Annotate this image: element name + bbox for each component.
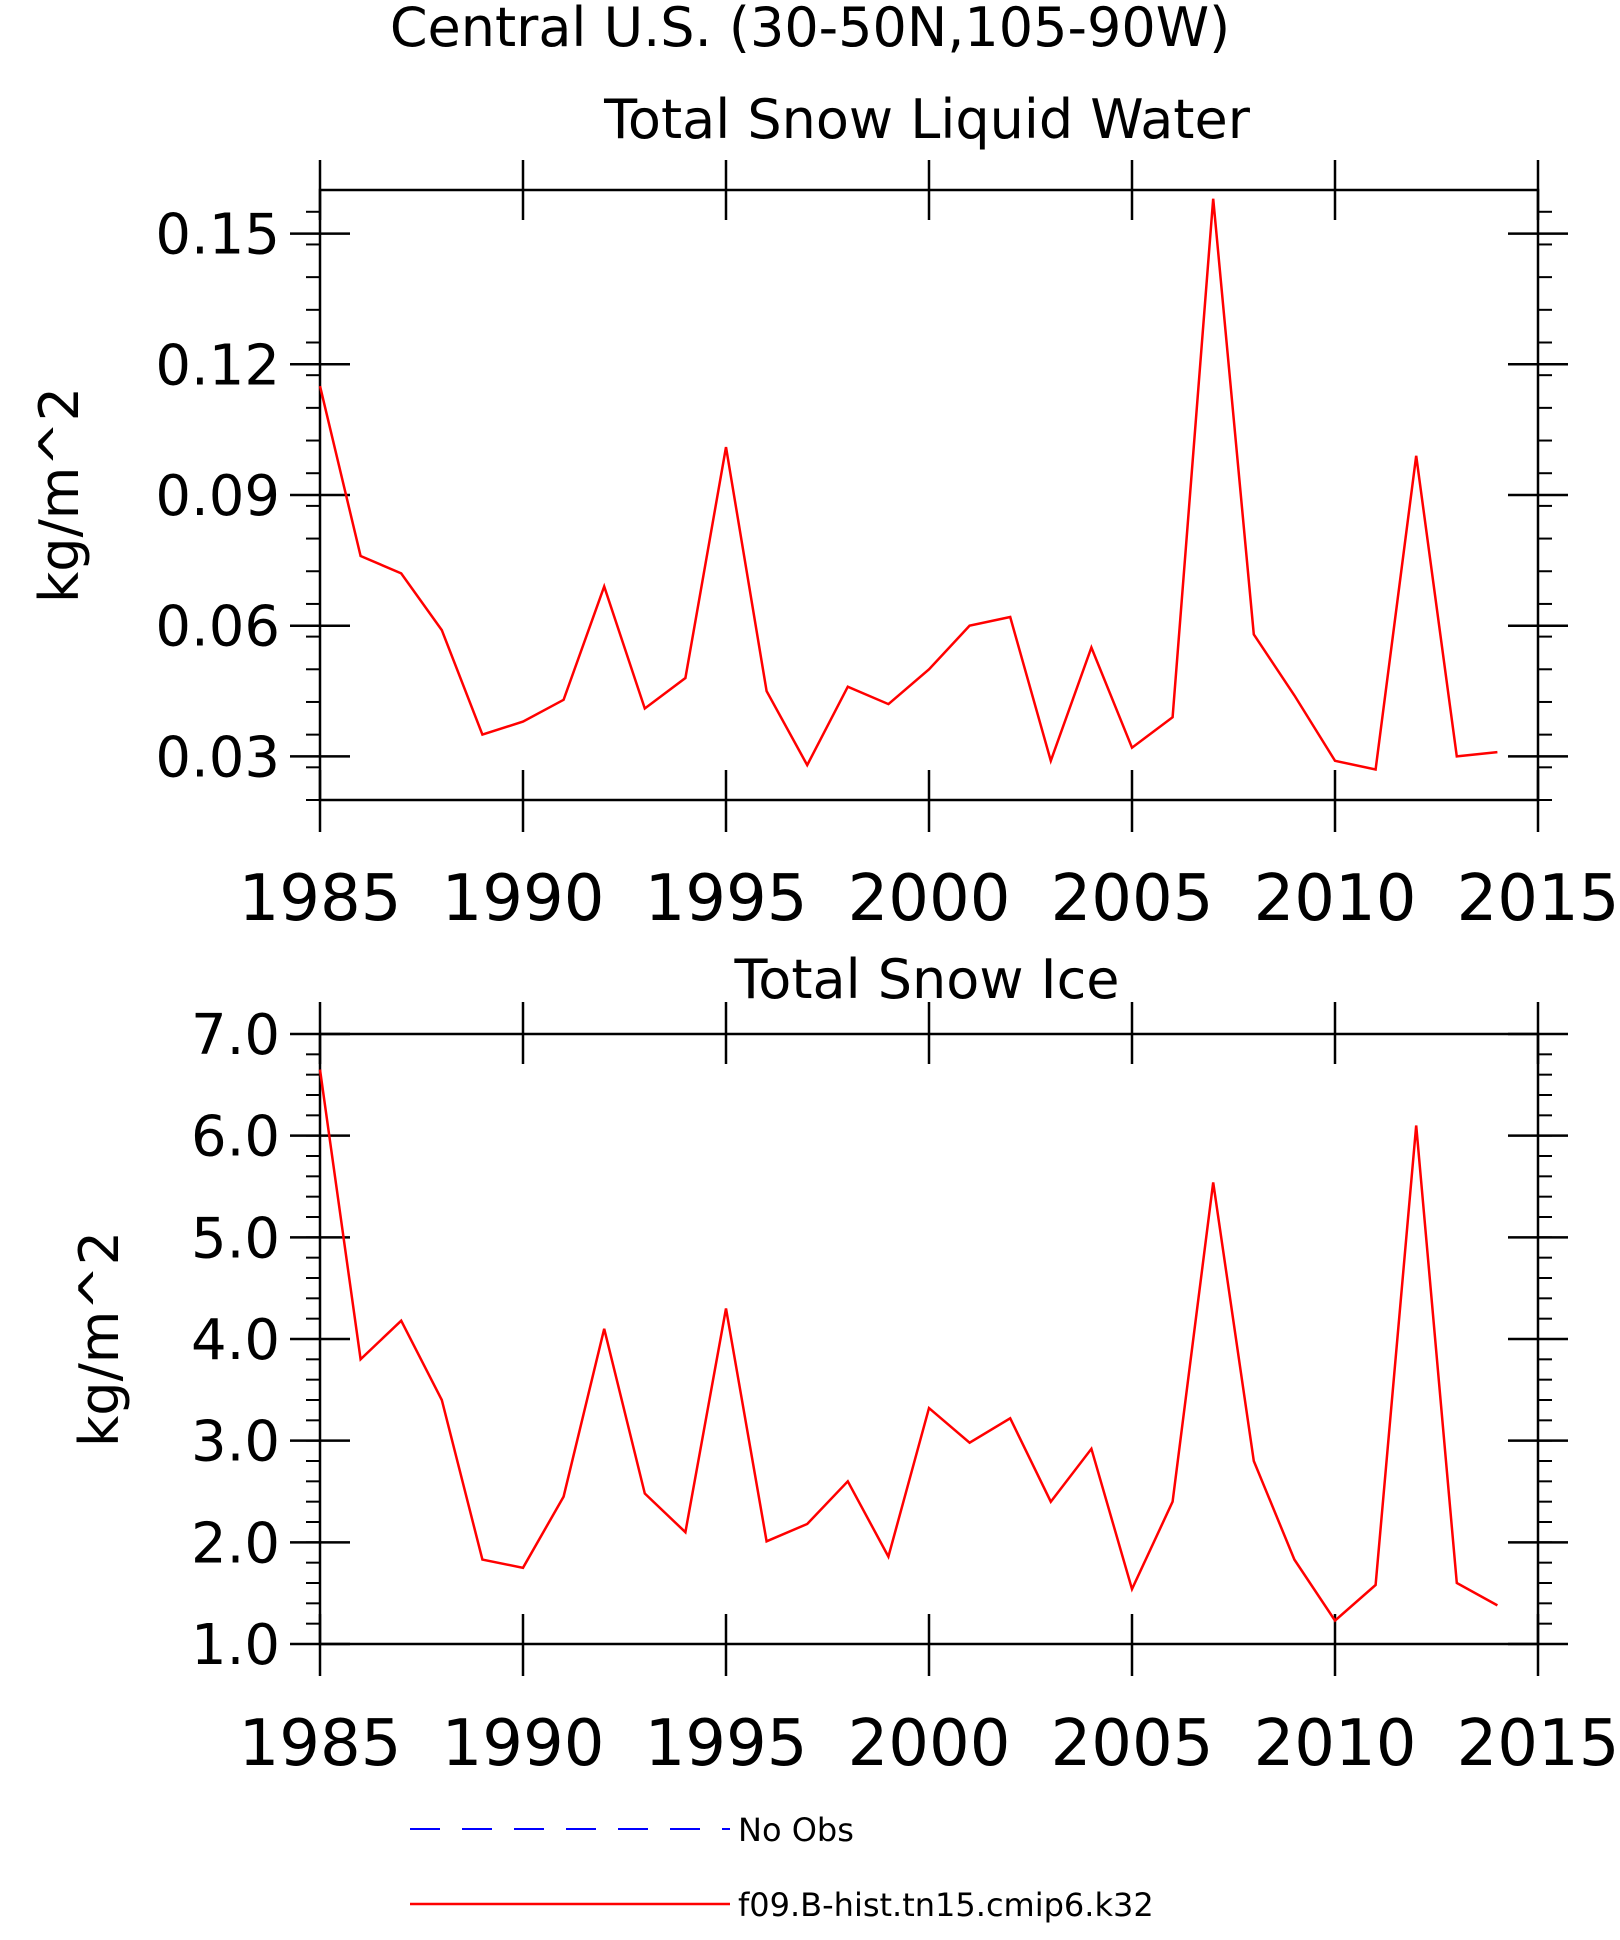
series-line-0: [318, 1069, 1499, 1623]
x-tick-label: 1995: [645, 1707, 808, 1781]
x-tick-label: 2000: [848, 862, 1011, 936]
panel-liquid-water: Total Snow Liquid Water kg/m^2 0.03 0.06 0…: [28, 88, 1619, 936]
figure-title: Central U.S. (30-50N,105-90W): [390, 0, 1230, 59]
y-axis-label-snow-ice: kg/m^2: [68, 1231, 131, 1447]
x-tick-label: 1990: [442, 1707, 605, 1781]
y-tick-label: 7.0: [191, 1003, 280, 1068]
y-tick-label: 1.0: [191, 1613, 280, 1678]
x-tick-label: 2000: [848, 1707, 1011, 1781]
plot-frame: [318, 188, 1540, 802]
x-tick-label: 2005: [1051, 862, 1214, 936]
panel-title-snow-ice: Total Snow Ice: [734, 948, 1120, 1011]
y-tick-label: 5.0: [191, 1206, 280, 1271]
legend: No Obs f09.B-hist.tn15.cmip6.k32: [410, 1811, 1154, 1924]
y-tick-label: 0.15: [155, 203, 280, 268]
y-axis-label-liquid-water: kg/m^2: [28, 387, 91, 603]
x-tick-label: 2015: [1457, 862, 1620, 936]
y-tick-label: 3.0: [191, 1410, 280, 1475]
plot-frame: [318, 1032, 1540, 1646]
x-tick-label: 2010: [1254, 862, 1417, 936]
legend-label-model: f09.B-hist.tn15.cmip6.k32: [738, 1886, 1154, 1924]
x-tick-label: 2010: [1254, 1707, 1417, 1781]
y-tick-label: 0.12: [155, 333, 280, 398]
y-tick-label: 4.0: [191, 1308, 280, 1373]
x-tick-label: 2015: [1457, 1707, 1620, 1781]
x-tick-label: 1990: [442, 862, 605, 936]
legend-label-no-obs: No Obs: [738, 1811, 854, 1849]
y-tick-label: 2.0: [191, 1511, 280, 1576]
y-tick-label: 0.06: [155, 595, 280, 660]
x-tick-label: 1985: [239, 862, 402, 936]
y-tick-label: 0.03: [155, 725, 280, 790]
y-tick-label: 6.0: [191, 1105, 280, 1170]
y-tick-label: 0.09: [155, 464, 280, 529]
panel-title-liquid-water: Total Snow Liquid Water: [603, 88, 1251, 151]
x-tick-label: 1995: [645, 862, 808, 936]
x-tick-label: 2005: [1051, 1707, 1214, 1781]
series-line-0: [318, 198, 1498, 772]
x-tick-label: 1985: [239, 1707, 402, 1781]
panel-snow-ice: Total Snow Ice kg/m^2 1.0 2.0 3.0 4.0 5.0 6.0…: [68, 948, 1619, 1781]
